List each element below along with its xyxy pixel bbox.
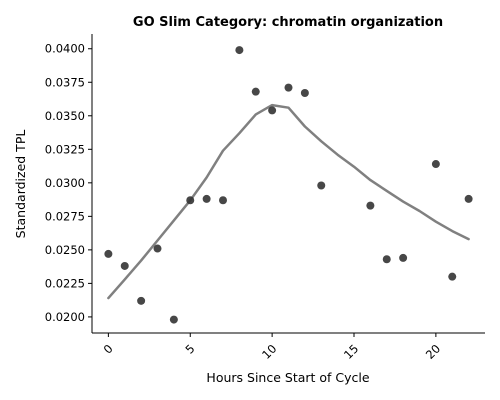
chart-title: GO Slim Category: chromatin organization [133, 15, 443, 30]
y-tick-label: 0.0350 [45, 109, 85, 123]
data-point [366, 201, 375, 210]
plot-area [104, 46, 473, 324]
data-point [202, 194, 211, 203]
data-point [186, 196, 195, 205]
data-point [120, 261, 129, 270]
y-tick-label: 0.0400 [45, 42, 85, 56]
data-point [251, 87, 260, 96]
data-point [268, 106, 277, 115]
x-axis-label: Hours Since Start of Cycle [206, 370, 369, 385]
data-point [448, 272, 457, 281]
data-point [431, 160, 440, 169]
x-tick-label: 15 [341, 342, 361, 362]
data-point [104, 249, 113, 258]
trend-line [107, 103, 470, 300]
x-tick-label: 10 [259, 342, 279, 362]
data-point [284, 83, 293, 92]
x-tick-label: 5 [182, 342, 197, 357]
y-tick-label: 0.0250 [45, 243, 85, 257]
y-tick-label: 0.0300 [45, 176, 85, 190]
data-point [137, 296, 146, 305]
data-point [464, 194, 473, 203]
y-tick-label: 0.0375 [45, 75, 85, 89]
y-tick-label: 0.0275 [45, 209, 85, 223]
data-point [300, 88, 309, 97]
y-tick-label: 0.0200 [45, 310, 85, 324]
data-point [317, 181, 326, 190]
x-tick-label: 20 [423, 342, 443, 362]
data-point [399, 253, 408, 262]
y-axis-label: Standardized TPL [13, 130, 28, 239]
y-tick-label: 0.0325 [45, 142, 85, 156]
x-tick-label: 0 [101, 342, 116, 357]
y-tick-label: 0.0225 [45, 276, 85, 290]
data-point [169, 315, 178, 324]
data-point [382, 255, 391, 264]
data-point [219, 196, 227, 205]
data-point [235, 46, 244, 55]
data-point [153, 244, 162, 253]
